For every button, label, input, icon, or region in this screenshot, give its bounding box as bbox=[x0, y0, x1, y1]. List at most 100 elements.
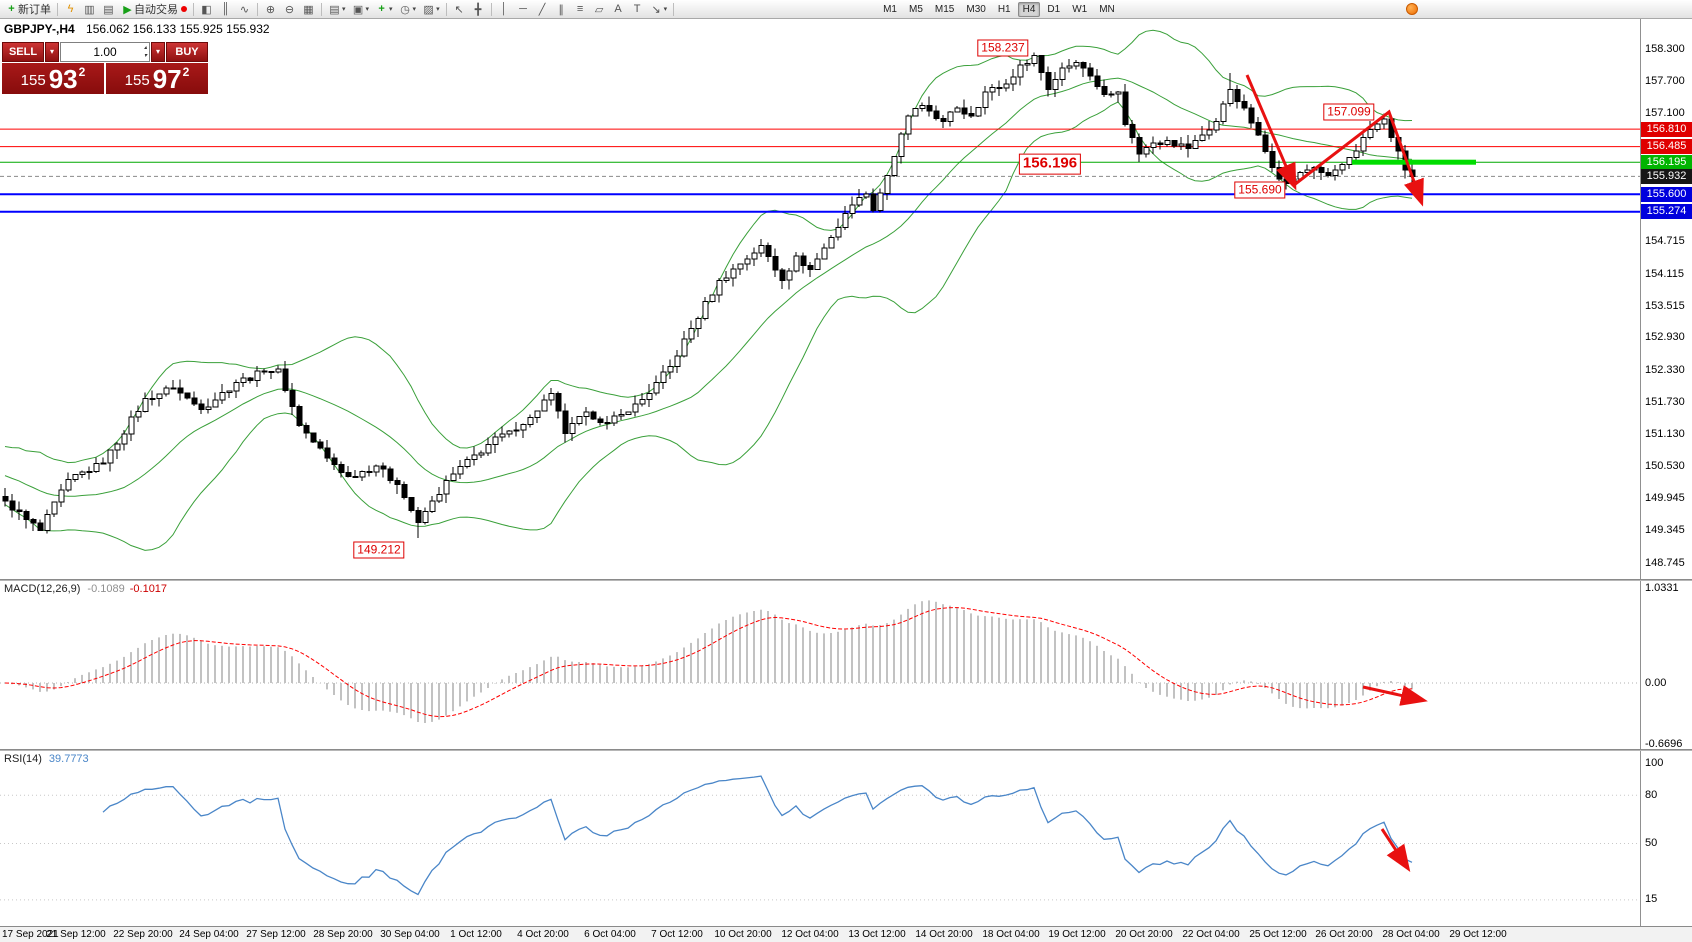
panel-divider-rsi[interactable] bbox=[0, 749, 1692, 751]
price-annotation[interactable]: 155.690 bbox=[1234, 181, 1286, 199]
price-axis-badge: 155.274 bbox=[1641, 204, 1692, 220]
bar-chart-icon[interactable]: ◧ bbox=[197, 1, 216, 18]
trendline-icon[interactable]: ╱ bbox=[533, 1, 552, 18]
sell-price[interactable]: 155 93 2 bbox=[2, 63, 104, 94]
timeframe-d1[interactable]: D1 bbox=[1042, 2, 1065, 17]
indicators-icon: + bbox=[378, 3, 385, 15]
buy-button[interactable]: BUY bbox=[166, 42, 208, 62]
timeframe-m15[interactable]: M15 bbox=[930, 2, 959, 17]
time-axis-label: 14 Oct 20:00 bbox=[915, 929, 973, 940]
fibonacci-icon[interactable]: ≡ bbox=[571, 1, 590, 18]
lightning-icon: ϟ bbox=[67, 3, 74, 15]
toolbar-separator bbox=[257, 2, 258, 16]
candlestick-chart-icon[interactable]: ║ bbox=[216, 1, 235, 18]
toolbar-separator bbox=[445, 2, 447, 16]
shapes-icon[interactable]: ▱ bbox=[590, 1, 609, 18]
price-axis-label: 154.715 bbox=[1645, 235, 1685, 248]
timeframe-mn[interactable]: MN bbox=[1094, 2, 1120, 17]
time-axis-label: 7 Oct 12:00 bbox=[651, 929, 703, 940]
new-order-label: 新订单 bbox=[18, 4, 51, 16]
profiles-icon[interactable]: ▣ ▾ bbox=[349, 1, 373, 18]
time-axis-label: 28 Oct 04:00 bbox=[1382, 929, 1440, 940]
trend-arrow[interactable] bbox=[1245, 74, 1297, 191]
buy-dropdown-caret-icon[interactable]: ▾ bbox=[151, 42, 165, 62]
price-annotation[interactable]: 157.099 bbox=[1323, 103, 1375, 121]
price-annotation[interactable]: 149.212 bbox=[353, 541, 405, 559]
timeframe-w1[interactable]: W1 bbox=[1067, 2, 1092, 17]
cursor-icon[interactable]: ↖ bbox=[450, 1, 469, 18]
line-chart-icon[interactable]: ∿ bbox=[235, 1, 254, 18]
stepper-down-icon[interactable]: ▾ bbox=[143, 53, 147, 59]
volume-stepper[interactable]: ▴ ▾ bbox=[144, 44, 147, 60]
time-axis-label: 13 Oct 12:00 bbox=[848, 929, 906, 940]
arrows-tool-icon[interactable]: ↘ ▾ bbox=[647, 1, 671, 18]
timeframe-m30[interactable]: M30 bbox=[961, 2, 990, 17]
crosshair-icon[interactable]: ╋ bbox=[469, 1, 488, 18]
data-window-icon[interactable]: ▤ bbox=[99, 1, 118, 18]
templates-caret-icon[interactable]: ▾ bbox=[436, 6, 440, 13]
new-chart-caret-icon[interactable]: ▾ bbox=[342, 6, 346, 13]
price-axis-label: 149.945 bbox=[1645, 491, 1685, 504]
timeframe-h1[interactable]: H1 bbox=[993, 2, 1016, 17]
sell-button[interactable]: SELL bbox=[2, 42, 44, 62]
price-axis-label: 157.100 bbox=[1645, 107, 1685, 119]
price-annotation[interactable]: 156.196 bbox=[1018, 153, 1082, 175]
price-annotation[interactable]: 158.237 bbox=[977, 39, 1029, 57]
price-axis-label: 149.345 bbox=[1645, 524, 1685, 537]
tile-windows-icon[interactable]: ▦ bbox=[299, 1, 318, 18]
time-axis-label: 1 Oct 12:00 bbox=[450, 929, 502, 940]
ohlc-values: 156.062 156.133 155.925 155.932 bbox=[86, 22, 270, 36]
timeframe-h4[interactable]: H4 bbox=[1017, 1, 1041, 17]
time-axis-label: 4 Oct 20:00 bbox=[517, 929, 569, 940]
new-order-button[interactable]: + 新订单 bbox=[2, 1, 54, 18]
trend-arrow[interactable] bbox=[1293, 109, 1424, 207]
time-axis-label: 29 Oct 12:00 bbox=[1449, 929, 1507, 940]
price-axis-badge: 155.932 bbox=[1641, 168, 1692, 184]
periods-caret-icon[interactable]: ▾ bbox=[412, 6, 417, 13]
zoom-in-icon[interactable]: ⊕ bbox=[261, 1, 280, 18]
stepper-up-icon[interactable]: ▴ bbox=[143, 45, 147, 51]
market-watch-icon[interactable]: ▥ bbox=[80, 1, 99, 18]
zoom-out-icon[interactable]: ⊖ bbox=[280, 1, 299, 18]
profiles-caret-icon[interactable]: ▾ bbox=[365, 6, 370, 13]
candlestick-chart-icon: ║ bbox=[221, 3, 230, 15]
periods-icon[interactable]: ◷ ▾ bbox=[396, 1, 420, 18]
templates-icon[interactable]: ▨ ▾ bbox=[419, 1, 443, 18]
macd-signal-value: -0.1017 bbox=[129, 583, 168, 595]
autotrading-button[interactable]: ▶ 自动交易 bbox=[118, 1, 190, 18]
time-axis-label: 30 Sep 04:00 bbox=[380, 929, 440, 940]
lightning-icon[interactable]: ϟ bbox=[61, 1, 80, 18]
text-icon[interactable]: A bbox=[609, 1, 628, 18]
trend-arrow[interactable] bbox=[1380, 828, 1411, 873]
notification-icon[interactable] bbox=[1406, 3, 1418, 15]
sell-price-big: 155 bbox=[20, 72, 46, 89]
new-chart-icon[interactable]: ▤ ▾ bbox=[325, 1, 349, 18]
time-axis[interactable]: 17 Sep 2021 21 Sep 12:00 22 Sep 20:00 24 Se… bbox=[0, 926, 1692, 942]
sell-dropdown-caret-icon[interactable]: ▾ bbox=[45, 42, 59, 62]
one-click-trading-panel: SELL ▾ 1.00 ▴ ▾ ▾ BUY 155 93 2 155 97 2 bbox=[2, 42, 208, 94]
rsi-label: RSI(14) 39.7773 bbox=[4, 753, 89, 765]
equidistant-channel-icon[interactable]: ∥ bbox=[552, 1, 571, 18]
buy-price[interactable]: 155 97 2 bbox=[106, 63, 208, 94]
toolbar-separator bbox=[321, 2, 322, 16]
timeframe-m1[interactable]: M1 bbox=[878, 2, 902, 17]
macd-label: MACD(12,26,9) -0.1089 -0.1017 bbox=[4, 583, 167, 595]
indicators-icon[interactable]: + ▾ bbox=[372, 1, 396, 18]
trend-arrow[interactable] bbox=[1362, 685, 1428, 706]
price-axis-badge: 156.485 bbox=[1641, 139, 1692, 155]
text-label-icon[interactable]: T bbox=[628, 1, 647, 18]
indicators-caret-icon[interactable]: ▾ bbox=[389, 6, 393, 13]
arrows-tool-icon: ↘ bbox=[651, 3, 661, 16]
timeframe-m5[interactable]: M5 bbox=[904, 2, 928, 17]
macd-layer bbox=[0, 600, 1640, 723]
price-axis-label: 148.745 bbox=[1645, 556, 1685, 569]
vertical-line-icon[interactable]: │ bbox=[495, 1, 514, 18]
horizontal-line-icon[interactable]: ─ bbox=[514, 1, 533, 18]
arrows-tool-caret-icon[interactable]: ▾ bbox=[663, 6, 668, 13]
volume-field[interactable]: 1.00 ▴ ▾ bbox=[60, 42, 150, 62]
buy-price-pips: 97 bbox=[152, 64, 182, 94]
equidistant-channel-icon: ∥ bbox=[558, 3, 564, 16]
crosshair-icon: ╋ bbox=[474, 3, 482, 16]
panel-divider-macd[interactable] bbox=[0, 579, 1692, 581]
